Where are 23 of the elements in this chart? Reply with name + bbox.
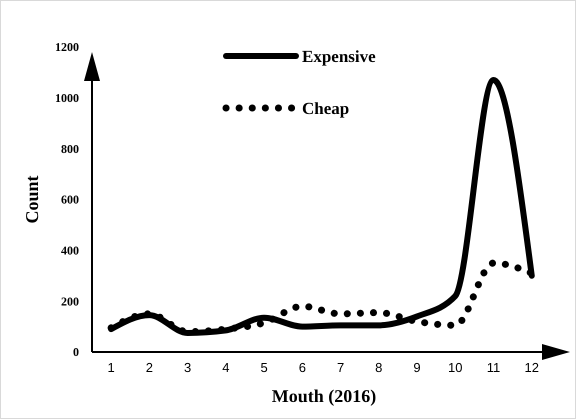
x-tick-label: 3 bbox=[184, 360, 192, 375]
x-tick-label: 9 bbox=[413, 360, 421, 375]
x-tick-label: 11 bbox=[486, 360, 500, 375]
x-tick-label: 10 bbox=[448, 360, 463, 375]
x-tick-label: 2 bbox=[146, 360, 153, 375]
y-tick-label: 800 bbox=[61, 142, 79, 156]
x-tick-label: 12 bbox=[524, 360, 539, 375]
y-tick-label: 600 bbox=[61, 192, 79, 207]
x-tick-label: 7 bbox=[336, 360, 344, 375]
y-tick-label: 1000 bbox=[55, 91, 79, 106]
y-axis-title: Count bbox=[22, 175, 42, 224]
x-tick-label: 6 bbox=[298, 360, 306, 375]
y-tick-label: 0 bbox=[73, 345, 79, 360]
y-tick-label: 200 bbox=[61, 294, 79, 308]
x-tick-label: 5 bbox=[260, 360, 268, 375]
x-axis-title: Mouth (2016) bbox=[272, 386, 376, 406]
legend-label: Expensive bbox=[302, 46, 376, 66]
x-tick-label: 8 bbox=[375, 360, 382, 375]
y-tick-label: 1200 bbox=[55, 40, 79, 54]
x-tick-label: 1 bbox=[108, 360, 115, 375]
legend-label: Cheap bbox=[302, 98, 350, 118]
y-tick-label: 400 bbox=[61, 244, 79, 258]
x-tick-label: 4 bbox=[222, 360, 230, 375]
